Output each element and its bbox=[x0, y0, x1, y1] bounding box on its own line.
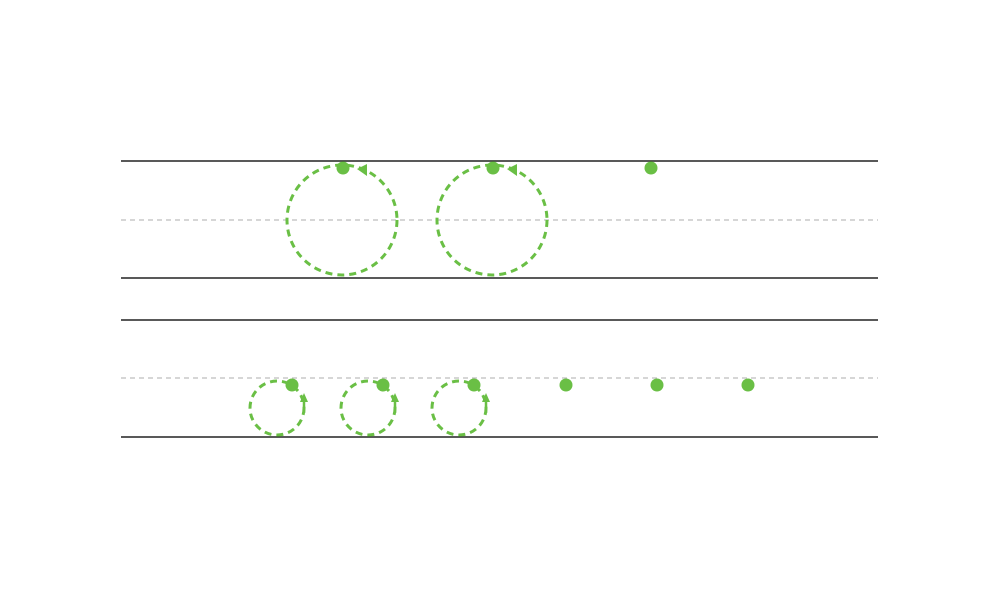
start-dot bbox=[376, 378, 390, 392]
start-dot bbox=[559, 378, 573, 392]
upper-writing-row bbox=[121, 160, 878, 279]
direction-arrow-icon bbox=[300, 393, 308, 402]
start-dot bbox=[336, 161, 350, 175]
start-dot bbox=[741, 378, 755, 392]
start-dot bbox=[285, 378, 299, 392]
direction-arrow-icon bbox=[482, 393, 490, 402]
direction-arrow-icon bbox=[391, 393, 399, 402]
lower-writing-row bbox=[121, 319, 878, 438]
start-dot bbox=[650, 378, 664, 392]
direction-arrow-icon bbox=[507, 164, 517, 176]
direction-arrow-icon bbox=[357, 164, 367, 176]
start-dot bbox=[644, 161, 658, 175]
start-dot bbox=[486, 161, 500, 175]
start-dot bbox=[467, 378, 481, 392]
